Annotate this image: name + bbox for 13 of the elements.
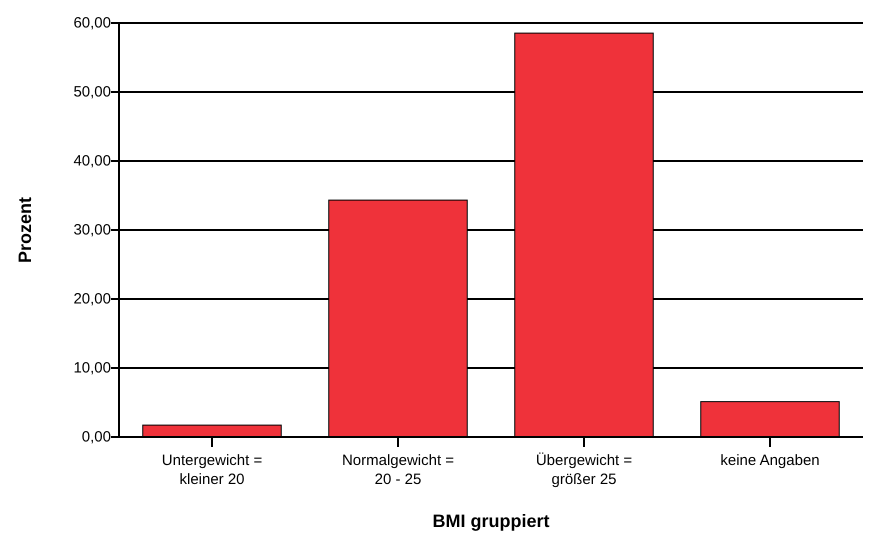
- y-tick-label: 40,00: [73, 152, 111, 170]
- x-tick-label: Normalgewicht = 20 - 25: [342, 452, 454, 488]
- y-tick-label: 50,00: [73, 84, 111, 100]
- y-tick-label: 10,00: [73, 360, 111, 376]
- x-axis-title: BMI gruppiert: [432, 511, 550, 531]
- y-axis-title: Prozent: [15, 196, 35, 264]
- y-tick-label: 60,00: [73, 14, 111, 32]
- y-tick-label: 0,00: [82, 428, 111, 446]
- x-tick-label: Übergewicht = größer 25: [536, 452, 632, 488]
- y-tick-label: 30,00: [73, 222, 111, 238]
- x-tick-label: keine Angaben: [720, 452, 820, 469]
- x-tick-label: Untergewicht = kleiner 20: [162, 452, 262, 488]
- y-tick-label: 20,00: [73, 290, 111, 308]
